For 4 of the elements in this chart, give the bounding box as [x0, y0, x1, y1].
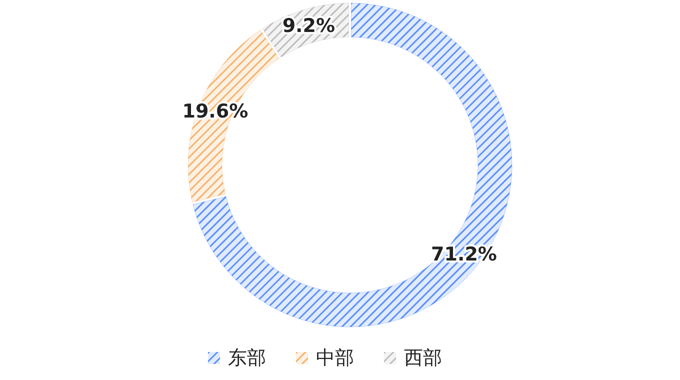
legend-label: 东部	[228, 347, 266, 369]
data-label: 9.2%	[282, 15, 336, 38]
legend-label: 中部	[316, 347, 354, 369]
legend-label: 西部	[404, 347, 442, 369]
